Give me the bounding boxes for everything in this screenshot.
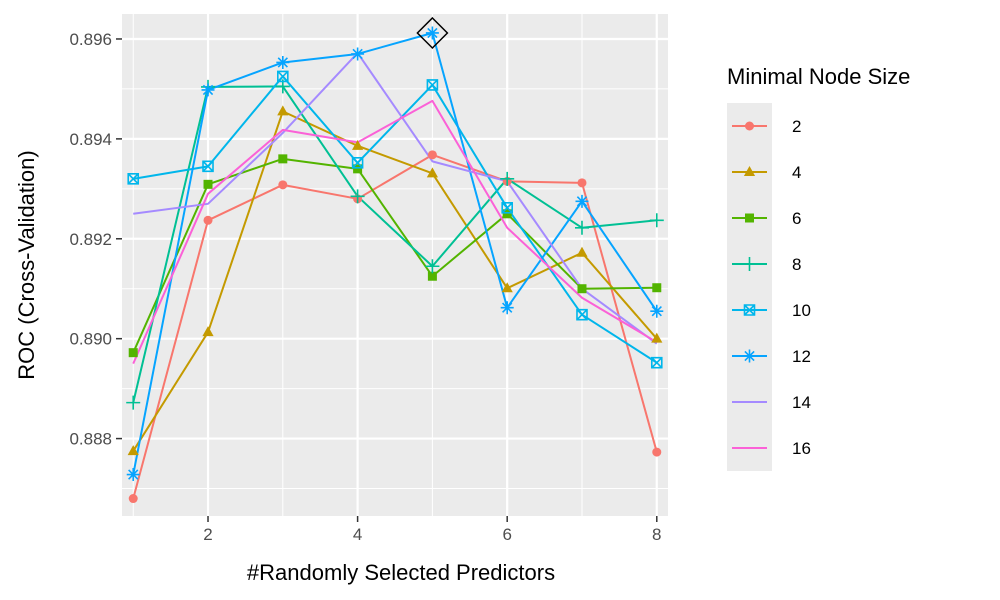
series-line-14 [133,51,658,345]
data-point-10 [650,356,663,369]
data-point-4 [501,282,513,293]
data-point-6 [427,271,437,281]
data-point-8 [126,395,141,410]
data-point-6 [577,284,587,294]
axis-ticks: 2 4 6 8 0.888 0.890 0.892 0.894 0.896 [69,30,661,544]
data-point-2 [427,150,437,160]
legend-label-10: 10 [792,301,811,320]
series-line-4 [132,110,658,452]
data-point-12 [351,47,365,61]
series-line-10 [133,75,658,364]
series-points [126,26,664,504]
series-line-6 [132,157,657,354]
series-line-2 [132,153,658,499]
x-tick-label: 6 [502,525,511,544]
x-tick-label: 4 [353,525,362,544]
y-tick-label: 0.892 [69,230,112,249]
data-point-2 [278,180,288,190]
legend-key-background [727,103,772,471]
data-point-12 [575,194,589,208]
y-tick-label: 0.894 [69,130,112,149]
data-point-8 [574,220,589,235]
x-axis-title: #Randomly Selected Predictors [247,560,555,585]
data-point-10 [202,160,214,173]
legend-label-14: 14 [792,393,811,412]
legend-items: 2 4 6 8 10 12 14 16 [732,117,811,458]
legend-key-marker-10 [743,304,756,316]
highlight-group [416,16,449,50]
panel-background [122,14,668,516]
data-point-10 [277,70,289,83]
x-tick-label: 8 [652,525,661,544]
data-point-4 [426,167,438,178]
data-point-10 [501,202,513,214]
data-point-6 [652,283,662,293]
legend-label-2: 2 [792,117,801,136]
data-point-4 [651,332,663,343]
data-point-8 [649,213,664,228]
series-line-12 [132,31,658,475]
legend-key-marker-6 [745,213,754,223]
data-point-12 [276,55,290,69]
data-point-8 [500,171,515,186]
data-point-4 [202,326,214,337]
legend-title: Minimal Node Size [727,64,910,89]
data-point-8 [425,259,440,274]
data-point-10 [426,79,439,91]
x-tick-label: 2 [203,525,212,544]
legend-key-marker-2 [745,121,754,131]
y-tick-label: 0.890 [69,330,112,349]
legend-label-4: 4 [792,163,801,182]
legend-label-12: 12 [792,347,811,366]
y-tick-label: 0.888 [69,430,112,449]
data-point-10 [576,308,588,321]
series-lines [132,31,658,499]
data-point-2 [128,494,138,504]
data-point-2 [203,215,213,225]
data-point-10 [351,157,364,169]
legend-key-marker-4 [743,166,756,176]
data-point-10 [127,173,140,185]
data-point-2 [577,178,587,188]
data-point-12 [500,301,514,315]
data-point-4 [277,105,289,116]
legend-label-8: 8 [792,255,801,274]
legend-label-16: 16 [792,439,811,458]
data-point-2 [652,447,662,457]
legend-key-marker-12 [743,349,756,363]
data-point-12 [126,468,140,482]
data-point-6 [128,348,138,358]
legend-key-marker-8 [742,257,757,271]
series-line-16 [132,99,658,365]
data-point-12 [650,304,664,318]
data-point-6 [203,179,213,189]
legend: Minimal Node Size 2 4 6 8 10 12 14 16 [727,64,910,471]
legend-label-6: 6 [792,209,801,228]
y-axis-title: ROC (Cross-Validation) [14,150,39,379]
data-point-6 [278,154,288,164]
y-tick-label: 0.896 [69,30,112,49]
data-point-4 [127,445,139,456]
data-point-12 [201,83,215,97]
data-point-6 [353,164,363,174]
data-point-4 [352,139,364,150]
best-point-diamond [416,16,449,50]
data-point-6 [502,209,512,219]
data-point-12 [425,26,439,40]
data-point-8 [350,189,365,204]
data-point-4 [576,246,588,257]
